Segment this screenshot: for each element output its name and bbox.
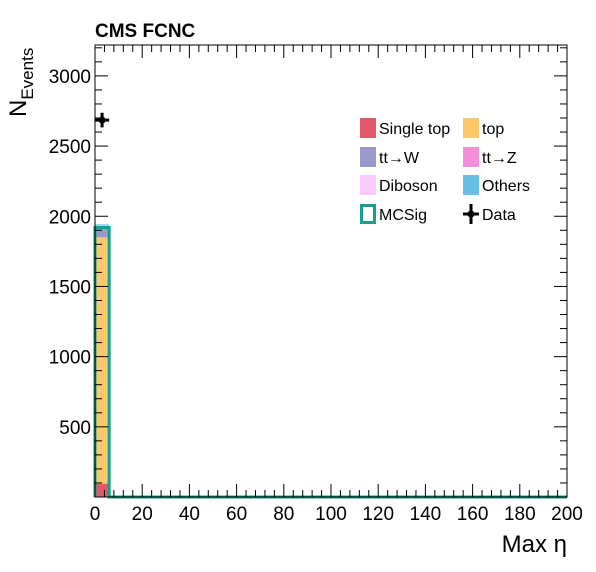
- y-tick-label: 2500: [49, 137, 91, 158]
- legend-swatch-0: [360, 118, 376, 138]
- legend-swatch-6: [360, 204, 376, 224]
- legend-label-5: Others: [482, 178, 530, 195]
- legend-label-3: tt→Z: [482, 150, 517, 167]
- stack-bar-1: [95, 237, 110, 484]
- y-tick-label: 2000: [49, 207, 91, 228]
- legend-swatch-3: [463, 147, 479, 167]
- legend-label-4: Diboson: [379, 178, 438, 195]
- stack-bar-0: [95, 483, 110, 497]
- legend-swatch-5: [463, 175, 479, 195]
- x-tick-label: 40: [179, 504, 200, 525]
- legend-label-2: tt→W: [379, 150, 420, 167]
- stack-bar-3: [95, 225, 110, 227]
- plot-frame: [94, 44, 568, 498]
- x-tick-label: 140: [410, 504, 442, 525]
- stack-bar-2: [95, 226, 110, 238]
- y-axis-title: NEvents: [5, 48, 37, 117]
- x-axis-label: Max η: [502, 531, 567, 558]
- x-tick-label: 200: [551, 504, 583, 525]
- plot-area: 0 20 40 60 80 100 120 140 160 180 200 500 1000 1500 20…: [49, 44, 583, 525]
- legend-label-1: top: [482, 121, 504, 138]
- y-tick-label: 1000: [49, 348, 91, 369]
- x-tick-label: 80: [273, 504, 294, 525]
- chart-title: CMS FCNC: [95, 21, 196, 42]
- y-tick-label: 3000: [49, 67, 91, 88]
- x-tick-label: 100: [315, 504, 347, 525]
- y-tick-label: 1500: [49, 277, 91, 298]
- legend-label-7: Data: [482, 207, 516, 224]
- x-tick-label: 60: [226, 504, 247, 525]
- legend-swatch-4: [360, 175, 376, 195]
- x-tick-label: 20: [132, 504, 153, 525]
- legend-marker-dot: [467, 210, 475, 218]
- y-tick-label: 500: [59, 418, 91, 439]
- x-tick-label: 0: [90, 504, 101, 525]
- stack-bar-5: [95, 224, 110, 226]
- legend-swatch-2: [360, 147, 376, 167]
- x-tick-label: 160: [457, 504, 489, 525]
- y-axis-label: N: [5, 100, 32, 117]
- legend: Single top top tt→W tt→Z Diboson Others MCSig D…: [360, 118, 530, 224]
- x-tick-label: 120: [362, 504, 394, 525]
- legend-label-6: MCSig: [379, 207, 427, 224]
- y-axis-label-sub: Events: [18, 48, 37, 100]
- signal-line: [93, 225, 567, 499]
- legend-label-0: Single top: [379, 121, 450, 138]
- legend-swatch-1: [463, 118, 479, 138]
- svg-text:NEvents: NEvents: [5, 48, 37, 117]
- x-tick-label: 180: [504, 504, 536, 525]
